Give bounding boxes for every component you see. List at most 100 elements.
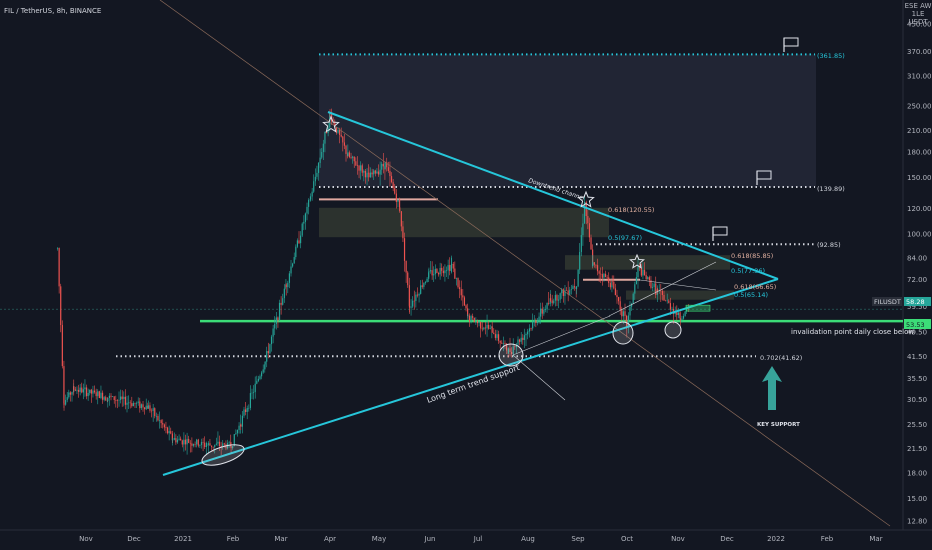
candle-body <box>93 390 96 393</box>
y-tick-label: 30.50 <box>907 396 927 404</box>
candle-body <box>587 216 589 224</box>
candle-body <box>184 439 187 445</box>
candle-body <box>293 257 295 264</box>
candle-body <box>593 262 595 265</box>
candle-body <box>137 401 139 403</box>
candle-body <box>126 402 128 405</box>
candle-body <box>173 438 175 440</box>
y-tick-label: 210.00 <box>907 127 932 135</box>
candle-body <box>669 303 672 310</box>
candle-body <box>600 273 602 275</box>
candle-body <box>643 269 646 276</box>
candle-body <box>363 170 365 173</box>
candle-body <box>559 293 561 300</box>
candle-body <box>301 223 303 236</box>
highlight-ellipse <box>201 444 245 466</box>
candle-body <box>204 442 206 447</box>
candle-body <box>511 351 513 355</box>
candle-body <box>107 398 109 402</box>
candle-body <box>460 289 462 296</box>
candle-body <box>553 300 555 304</box>
candle-body <box>280 302 282 305</box>
candle-body <box>85 387 88 397</box>
candle-body <box>121 396 123 399</box>
fib-label: 0.618(85.85) <box>731 252 773 260</box>
candle-body <box>108 395 111 399</box>
candle-body <box>614 288 616 296</box>
candle-body <box>666 300 668 302</box>
candle-body <box>575 286 578 289</box>
candle-body <box>609 283 611 288</box>
candle-body <box>565 290 568 291</box>
candle-body <box>123 396 125 399</box>
invalidation-annotation: invalidation point daily close below <box>791 328 914 336</box>
candle-body <box>595 264 597 266</box>
candle-body <box>428 271 430 273</box>
candle-body <box>376 171 378 174</box>
candle-body <box>282 298 284 305</box>
candle-body <box>199 444 201 446</box>
candle-body <box>549 298 552 301</box>
candle-body <box>634 284 636 294</box>
candle-body <box>275 317 277 324</box>
candle-body <box>527 331 529 333</box>
candle-body <box>335 127 337 133</box>
candle-body <box>573 286 576 288</box>
level-label: (92.85) <box>817 241 841 249</box>
candle-body <box>210 445 213 447</box>
candle-body <box>530 328 532 329</box>
candle-body <box>129 402 131 404</box>
candle-body <box>101 392 104 400</box>
candle-body <box>668 300 670 304</box>
candle-body <box>423 282 425 287</box>
candle-body <box>532 322 534 329</box>
candle-body <box>272 328 274 337</box>
y-tick-label: 25.50 <box>907 421 927 429</box>
candle-body <box>450 264 452 271</box>
projection-line <box>512 315 611 356</box>
y-tick-label: 310.00 <box>907 72 932 80</box>
candle-body <box>686 307 688 312</box>
candle-body <box>410 306 412 308</box>
candle-body <box>364 170 367 178</box>
candle-body <box>103 397 105 400</box>
candle-body <box>546 303 548 310</box>
candle-body <box>274 323 276 329</box>
y-tick-label: 250.00 <box>907 102 932 110</box>
candle-body <box>661 290 664 295</box>
level-label: (139.89) <box>817 185 845 193</box>
candle-body <box>116 400 119 401</box>
candle-body <box>188 438 190 443</box>
candle-body <box>285 284 287 288</box>
y-tick-label: 49.50 <box>907 329 927 337</box>
candle-body <box>175 438 177 443</box>
candle-body <box>142 404 144 408</box>
flag-icon <box>756 170 772 180</box>
y-tick-label: 12.80 <box>907 517 927 525</box>
candle-body <box>627 315 629 328</box>
y-tick-label: 120.00 <box>907 205 932 213</box>
candle-body <box>397 199 399 202</box>
candle-body <box>178 438 180 440</box>
candle-body <box>321 151 323 158</box>
candle-body <box>308 200 310 207</box>
candle-body <box>77 389 80 392</box>
fib-label: 0.5(77.36) <box>731 267 765 275</box>
candle-body <box>407 272 409 286</box>
candle-body <box>191 443 193 446</box>
candle-body <box>444 270 446 274</box>
candle-body <box>663 294 665 301</box>
candle-body <box>640 268 642 276</box>
candle-body <box>601 274 603 278</box>
candle-body <box>535 320 537 324</box>
candle-body <box>467 308 469 317</box>
candle-body <box>569 289 571 295</box>
fib-label: 0.618(120.55) <box>608 206 654 214</box>
candle-body <box>71 392 73 395</box>
candle-body <box>629 306 631 316</box>
candle-body <box>339 129 341 135</box>
candle-body <box>340 134 342 137</box>
candle-body <box>233 434 235 447</box>
candle-body <box>582 223 584 236</box>
